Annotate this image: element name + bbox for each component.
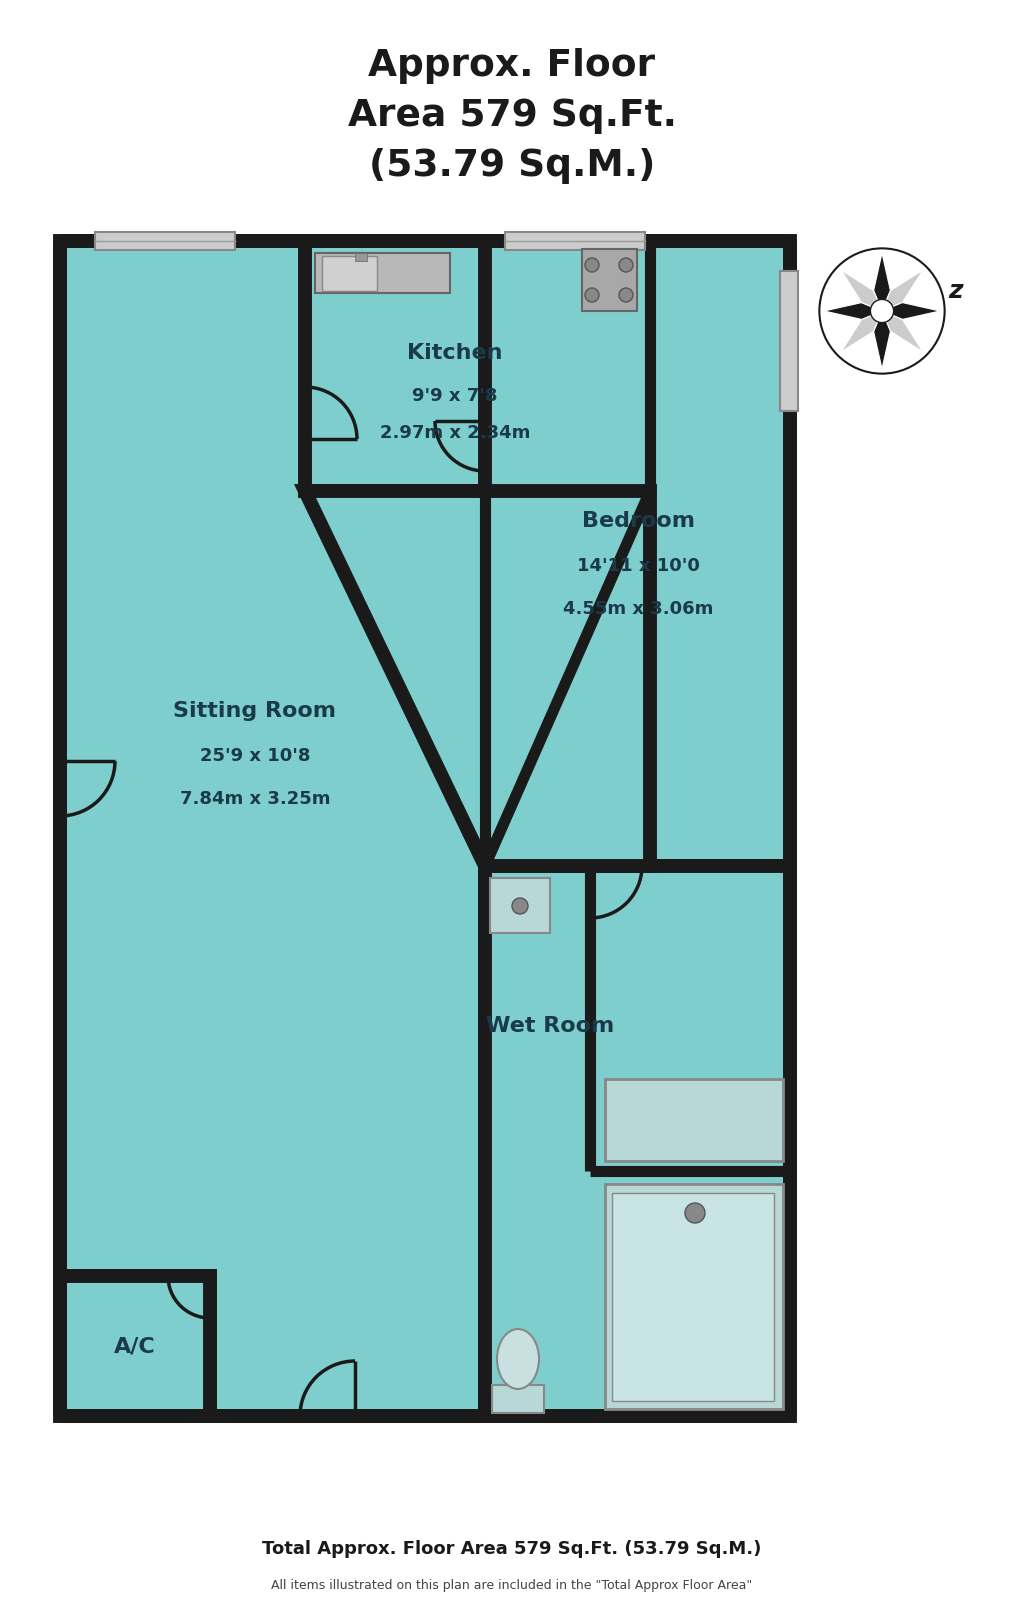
Text: 4.55m x 3.06m: 4.55m x 3.06m [563, 600, 713, 618]
Circle shape [585, 289, 599, 302]
Text: 14'11 x 10'0: 14'11 x 10'0 [577, 558, 699, 575]
Circle shape [685, 1203, 705, 1222]
Bar [582, 250, 637, 311]
Circle shape [870, 300, 894, 323]
Circle shape [618, 258, 633, 272]
Bar [612, 1193, 774, 1401]
Circle shape [618, 289, 633, 302]
Circle shape [585, 258, 599, 272]
Bar [315, 253, 450, 293]
Bar [505, 232, 645, 251]
Bar [605, 1183, 783, 1409]
Text: All items illustrated on this plan are included in the "Total Approx Floor Area": All items illustrated on this plan are i… [271, 1579, 753, 1592]
Bar [780, 271, 798, 412]
Text: 9'9 x 7'8: 9'9 x 7'8 [413, 387, 498, 405]
Polygon shape [305, 242, 650, 491]
Bar [492, 1384, 544, 1414]
Text: Sitting Room: Sitting Room [173, 700, 337, 721]
Bar [605, 1080, 783, 1161]
Bar [95, 232, 234, 251]
Bar [505, 232, 645, 250]
Circle shape [512, 898, 528, 914]
Ellipse shape [497, 1329, 539, 1389]
Text: Wet Room: Wet Room [485, 1016, 614, 1036]
Polygon shape [485, 242, 790, 866]
Polygon shape [882, 303, 940, 319]
Polygon shape [882, 311, 923, 352]
Text: Bedroom: Bedroom [582, 511, 694, 532]
Bar [490, 879, 550, 934]
Text: (53.79 Sq.M.): (53.79 Sq.M.) [369, 148, 655, 185]
Bar [95, 232, 234, 250]
Polygon shape [841, 311, 882, 352]
Text: Kitchen: Kitchen [408, 344, 503, 363]
Text: 7.84m x 3.25m: 7.84m x 3.25m [180, 789, 331, 807]
Bar [322, 256, 377, 292]
Polygon shape [873, 253, 891, 311]
Text: 2.97m x 2.34m: 2.97m x 2.34m [380, 425, 530, 443]
Polygon shape [841, 271, 882, 311]
Polygon shape [882, 271, 923, 311]
Bar [355, 253, 367, 261]
Polygon shape [485, 866, 790, 1417]
Text: Total Approx. Floor Area 579 Sq.Ft. (53.79 Sq.M.): Total Approx. Floor Area 579 Sq.Ft. (53.… [262, 1540, 762, 1558]
Polygon shape [60, 242, 485, 1417]
Polygon shape [873, 311, 891, 370]
Text: z: z [948, 279, 963, 303]
Polygon shape [60, 1276, 210, 1417]
Polygon shape [305, 491, 650, 866]
Text: Area 579 Sq.Ft.: Area 579 Sq.Ft. [347, 97, 677, 135]
Text: Approx. Floor: Approx. Floor [369, 49, 655, 84]
Polygon shape [824, 303, 882, 319]
Bar [780, 271, 798, 412]
Circle shape [819, 248, 944, 373]
Text: 25'9 x 10'8: 25'9 x 10'8 [200, 747, 310, 765]
Text: A/C: A/C [114, 1336, 156, 1357]
